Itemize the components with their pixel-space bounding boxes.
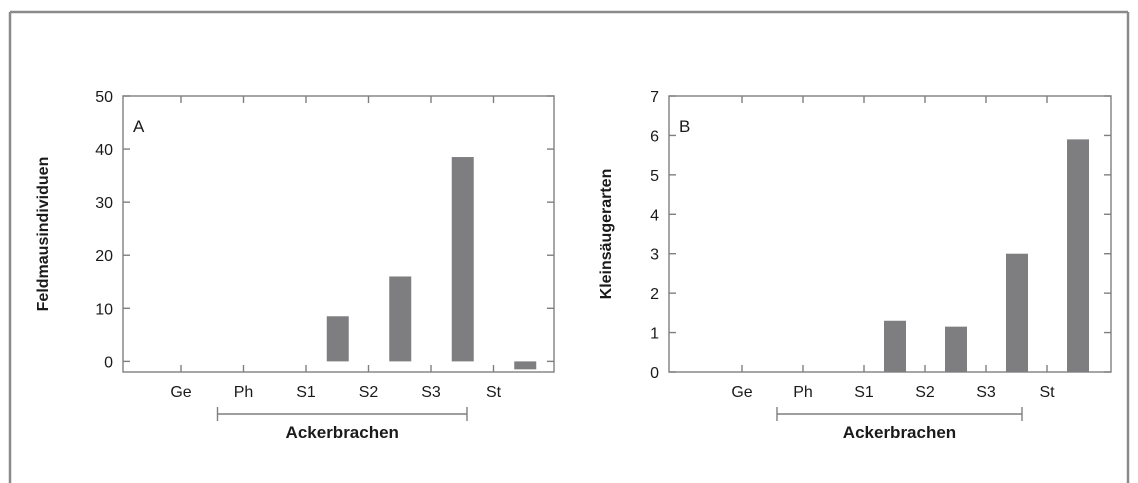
y-tick-label-a-30: 30 — [95, 195, 113, 212]
y-tick-label-a-40: 40 — [95, 142, 113, 159]
y-tick-label-b-6: 6 — [650, 128, 659, 145]
x-tick-label-b-s3: S3 — [976, 384, 996, 401]
y-ticks-a: 0 10 20 30 40 50 — [95, 89, 554, 371]
x-tick-label-b-s1: S1 — [854, 384, 874, 401]
bar-b-s2 — [945, 326, 967, 372]
y-tick-label-a-10: 10 — [95, 301, 113, 318]
panel-label-a: A — [133, 117, 145, 136]
x-tick-label-a-ph: Ph — [234, 384, 254, 401]
x-ticks-a: Ge Ph S1 S2 S3 St — [170, 96, 502, 401]
panel-label-b: B — [679, 117, 690, 136]
x-tick-label-a-s1: S1 — [296, 384, 316, 401]
y-tick-label-b-5: 5 — [650, 168, 659, 185]
x-tick-label-b-ge: Ge — [731, 384, 752, 401]
y-ticks-b: 0 1 2 3 4 5 6 7 — [650, 89, 1111, 382]
plot-area-a — [122, 95, 555, 373]
bar-b-st — [1067, 139, 1089, 372]
group-bracket-a — [216, 407, 468, 421]
x-tick-label-b-ph: Ph — [793, 384, 813, 401]
y-axis-label-a: Feldmausindividuen — [35, 157, 52, 312]
y-tick-label-b-4: 4 — [650, 207, 659, 224]
bar-b-s1 — [884, 320, 906, 372]
y-tick-label-a-50: 50 — [95, 89, 113, 106]
group-label-a: Ackerbrachen — [286, 423, 399, 442]
y-tick-label-b-3: 3 — [650, 247, 659, 264]
y-tick-label-a-20: 20 — [95, 248, 113, 265]
bar-a-s3 — [451, 157, 474, 362]
y-tick-label-b-0: 0 — [650, 365, 659, 382]
chart-panel-a: A Feldmausindividuen 0 10 20 30 40 50 Ge Ph S1 S… — [35, 89, 555, 442]
chart-panel-b: B Kleinsäugerarten 0 1 2 3 4 5 6 7 Ge Ph S1 S2 S3 St… — [598, 89, 1112, 442]
bar-a-s2 — [389, 276, 412, 362]
bar-a-s1 — [326, 316, 349, 362]
group-bracket-b — [776, 407, 1023, 421]
y-tick-label-b-1: 1 — [650, 326, 659, 343]
bar-a-st — [514, 361, 537, 370]
x-tick-label-a-st: St — [486, 384, 502, 401]
bars-b — [884, 139, 1089, 372]
x-tick-label-a-ge: Ge — [170, 384, 191, 401]
x-tick-label-b-s2: S2 — [915, 384, 935, 401]
x-tick-label-b-st: St — [1039, 384, 1055, 401]
y-tick-label-b-2: 2 — [650, 286, 659, 303]
y-axis-label-b: Kleinsäugerarten — [598, 169, 615, 300]
group-label-b: Ackerbrachen — [843, 423, 956, 442]
bar-b-s3 — [1006, 253, 1028, 372]
x-tick-label-a-s2: S2 — [359, 384, 379, 401]
y-tick-label-a-0: 0 — [104, 354, 113, 371]
y-tick-label-b-7: 7 — [650, 89, 659, 106]
bars-a — [326, 157, 537, 370]
x-ticks-b: Ge Ph S1 S2 S3 St — [731, 96, 1055, 401]
x-tick-label-a-s3: S3 — [421, 384, 441, 401]
